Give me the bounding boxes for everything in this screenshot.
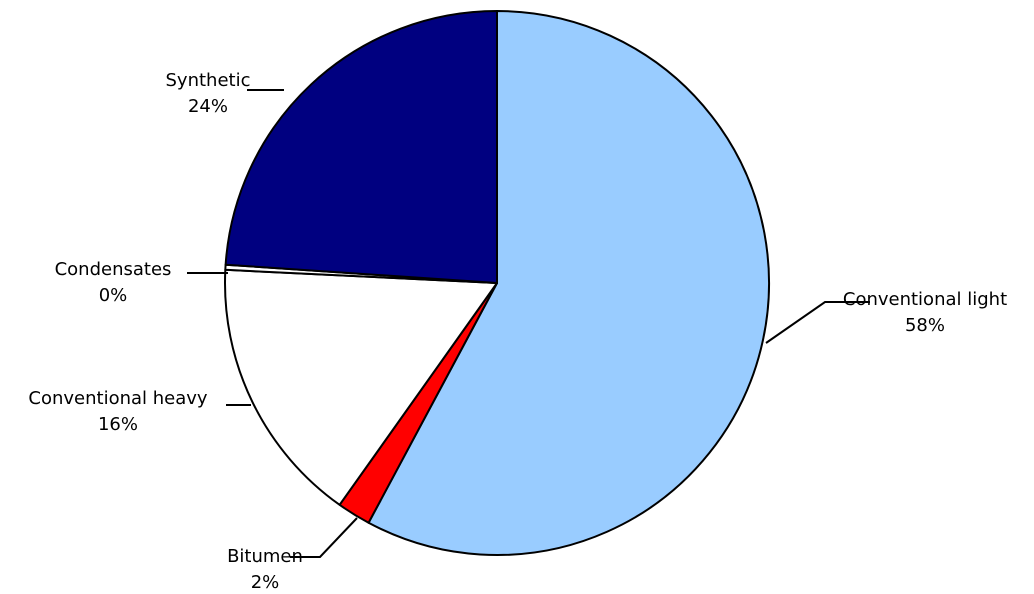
slice-label-condensates: Condensates [55,259,172,280]
slice-label-synthetic: Synthetic [166,70,251,91]
labels-layer: Conventional light 58% Bitumen 2% Convention… [28,70,1007,593]
leader-line-bitumen [290,517,358,558]
slice-value-label-bitumen: 2% [251,572,280,593]
slice-value-label-conventional-heavy: 16% [98,414,138,435]
slice-value-label-conventional-light: 58% [905,315,945,336]
slice-conventional-heavy [224,268,498,506]
slice-label-conventional-light: Conventional light [843,289,1007,310]
slice-value-label-synthetic: 24% [188,96,228,117]
slice-synthetic [224,10,498,284]
slice-label-bitumen: Bitumen [227,546,303,567]
slices-layer [224,10,770,556]
slice-value-label-condensates: 0% [99,285,128,306]
leader-lines-layer [187,89,870,558]
slice-conventional-light [367,10,770,556]
slice-label-conventional-heavy: Conventional heavy [28,388,208,409]
leader-line-conventional-light [765,301,870,344]
